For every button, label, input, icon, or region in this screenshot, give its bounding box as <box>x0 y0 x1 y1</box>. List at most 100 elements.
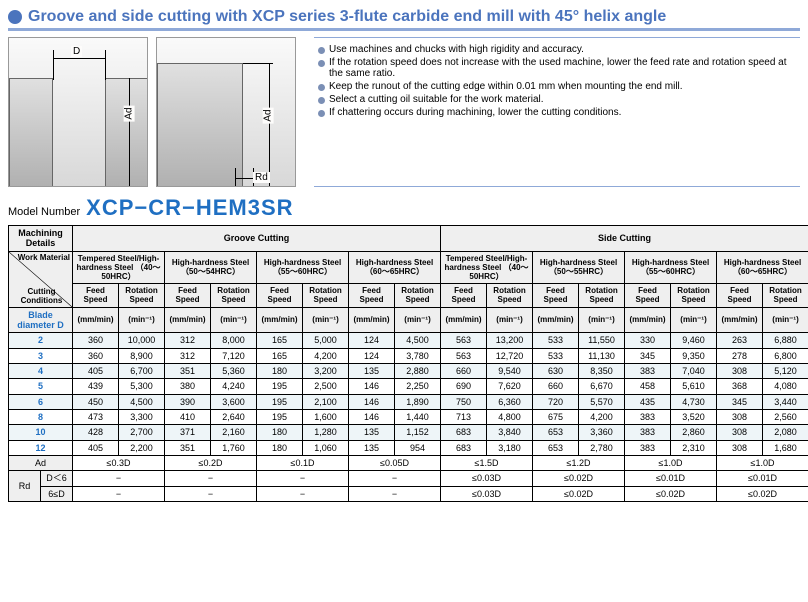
rd-label: Rd <box>9 471 41 502</box>
th-unit: (min⁻¹) <box>487 307 533 333</box>
th-rot: Rotation Speed <box>671 284 717 307</box>
diameter-cell: 2 <box>9 333 73 348</box>
value-cell: 11,550 <box>579 333 625 348</box>
value-cell: 4,200 <box>579 410 625 425</box>
value-cell: 954 <box>395 440 441 455</box>
value-cell: 7,620 <box>487 379 533 394</box>
bullet-icon <box>318 97 325 104</box>
rd-cell: − <box>257 486 349 501</box>
value-cell: 713 <box>441 410 487 425</box>
value-cell: 563 <box>441 333 487 348</box>
value-cell: 383 <box>625 364 671 379</box>
value-cell: 8,350 <box>579 364 625 379</box>
value-cell: 180 <box>257 440 303 455</box>
value-cell: 345 <box>625 348 671 363</box>
value-cell: 2,560 <box>763 410 808 425</box>
th-rot: Rotation Speed <box>763 284 808 307</box>
page-title: Groove and side cutting with XCP series … <box>28 8 666 26</box>
value-cell: 1,890 <box>395 394 441 409</box>
diameter-cell: 4 <box>9 364 73 379</box>
bullet-icon <box>318 60 325 67</box>
value-cell: 278 <box>717 348 763 363</box>
value-cell: 563 <box>441 348 487 363</box>
value-cell: 5,610 <box>671 379 717 394</box>
value-cell: 330 <box>625 333 671 348</box>
value-cell: 1,280 <box>303 425 349 440</box>
value-cell: 1,680 <box>763 440 808 455</box>
th-mat: High-hardness Steel （50～55HRC） <box>533 251 625 284</box>
value-cell: 439 <box>73 379 119 394</box>
ad-cell: ≤1.5D <box>441 456 533 471</box>
value-cell: 5,000 <box>303 333 349 348</box>
rd-sublabel: D＜6 <box>41 471 73 486</box>
value-cell: 405 <box>73 364 119 379</box>
rd-cell: − <box>349 486 441 501</box>
rd-cell: ≤0.02D <box>533 471 625 486</box>
th-unit: (mm/min) <box>441 307 487 333</box>
value-cell: 308 <box>717 440 763 455</box>
value-cell: 720 <box>533 394 579 409</box>
value-cell: 345 <box>717 394 763 409</box>
value-cell: 308 <box>717 410 763 425</box>
table-row: 104282,7003712,1601801,2801351,1526833,8… <box>9 425 808 440</box>
model-row: Model Number XCP−CR−HEM3SR <box>8 195 800 221</box>
th-mat: High-hardness Steel （60～65HRC） <box>349 251 441 284</box>
value-cell: 3,600 <box>211 394 257 409</box>
value-cell: 3,520 <box>671 410 717 425</box>
value-cell: 6,360 <box>487 394 533 409</box>
value-cell: 1,440 <box>395 410 441 425</box>
value-cell: 6,700 <box>119 364 165 379</box>
value-cell: 11,130 <box>579 348 625 363</box>
note-text: Use machines and chucks with high rigidi… <box>329 44 584 55</box>
upper-section: D Ad Ad Rd Use machines and chucks with … <box>8 37 800 187</box>
value-cell: 4,500 <box>119 394 165 409</box>
th-feed: Feed Speed <box>533 284 579 307</box>
th-unit: (min⁻¹) <box>211 307 257 333</box>
rd-cell: ≤0.03D <box>441 486 533 501</box>
bullet-icon <box>318 110 325 117</box>
value-cell: 450 <box>73 394 119 409</box>
value-cell: 5,570 <box>579 394 625 409</box>
th-feed: Feed Speed <box>717 284 763 307</box>
note-text: Select a cutting oil suitable for the wo… <box>329 94 544 105</box>
value-cell: 405 <box>73 440 119 455</box>
ad-label: Ad <box>9 456 73 471</box>
th-rot: Rotation Speed <box>303 284 349 307</box>
th-groove: Groove Cutting <box>73 226 441 252</box>
value-cell: 473 <box>73 410 119 425</box>
th-unit: (min⁻¹) <box>395 307 441 333</box>
rd-cell: − <box>349 471 441 486</box>
th-unit: (mm/min) <box>717 307 763 333</box>
bullet-icon <box>318 84 325 91</box>
value-cell: 8,900 <box>119 348 165 363</box>
value-cell: 135 <box>349 364 395 379</box>
label-cutting-conditions: Cutting Conditions <box>11 287 72 305</box>
value-cell: 4,730 <box>671 394 717 409</box>
value-cell: 4,500 <box>395 333 441 348</box>
value-cell: 9,460 <box>671 333 717 348</box>
value-cell: 533 <box>533 333 579 348</box>
dim-label-d: D <box>71 46 82 57</box>
value-cell: 263 <box>717 333 763 348</box>
notes-block: Use machines and chucks with high rigidi… <box>314 37 800 187</box>
table-row: 236010,0003128,0001655,0001244,50056313,… <box>9 333 808 348</box>
value-cell: 9,540 <box>487 364 533 379</box>
diameter-cell: 8 <box>9 410 73 425</box>
th-mat: High-hardness Steel （55～60HRC） <box>625 251 717 284</box>
value-cell: 383 <box>625 425 671 440</box>
th-rot: Rotation Speed <box>211 284 257 307</box>
table-header-row: Work Material Cutting Conditions Tempere… <box>9 251 808 284</box>
diagram-groove: D Ad <box>8 37 148 187</box>
value-cell: 7,040 <box>671 364 717 379</box>
value-cell: 2,780 <box>579 440 625 455</box>
rd-cell: − <box>165 471 257 486</box>
value-cell: 146 <box>349 394 395 409</box>
note-text: If the rotation speed does not increase … <box>329 57 796 79</box>
value-cell: 4,800 <box>487 410 533 425</box>
th-unit: (mm/min) <box>625 307 671 333</box>
value-cell: 2,160 <box>211 425 257 440</box>
value-cell: 2,080 <box>763 425 808 440</box>
value-cell: 312 <box>165 348 211 363</box>
value-cell: 2,250 <box>395 379 441 394</box>
th-feed: Feed Speed <box>441 284 487 307</box>
